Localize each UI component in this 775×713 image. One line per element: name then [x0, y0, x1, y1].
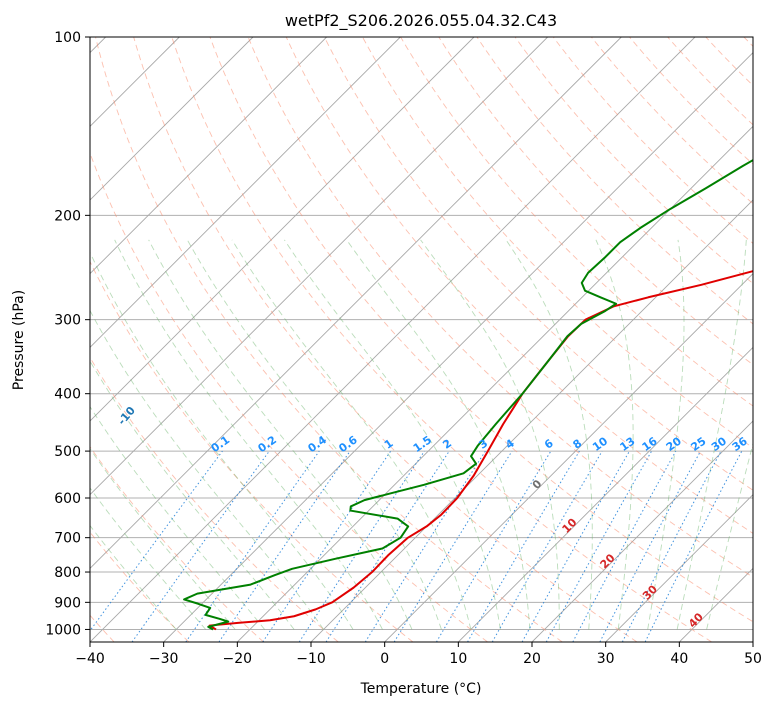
moist-adiabat	[7, 240, 264, 630]
moist-adiabat	[115, 240, 383, 630]
y-tick-label: 200	[54, 208, 81, 224]
isotherm-gridline	[0, 37, 474, 642]
x-tick-label: 20	[523, 651, 541, 667]
isotherm-gridline	[753, 37, 775, 642]
y-axis-label: Pressure (hPa)	[11, 290, 27, 390]
mixing-ratio-line	[326, 451, 449, 642]
dry-adiabat	[172, 37, 712, 642]
x-tick-label: −40	[75, 651, 105, 667]
dry-adiabat	[96, 37, 563, 642]
mixing-ratio-label: 6	[542, 437, 556, 452]
moist-adiabat-label: 20	[598, 551, 618, 571]
mixing-ratio-line	[219, 451, 350, 642]
isotherm-gridline	[164, 37, 769, 642]
dry-adiabat	[0, 37, 189, 642]
dry-adiabat	[0, 37, 264, 642]
y-tick-label: 1000	[45, 622, 81, 638]
moist-adiabat	[677, 240, 746, 630]
y-tick-label: 800	[54, 565, 81, 581]
moist-adiabat	[0, 240, 235, 630]
mixing-ratio-label: 2	[440, 437, 454, 452]
y-tick-label: 400	[54, 387, 81, 403]
mixing-ratio-label: 0.4	[306, 433, 330, 455]
mixing-ratio-line	[365, 451, 485, 642]
mixing-ratio-label: 0.6	[336, 433, 360, 455]
y-tick-label: 300	[54, 313, 81, 329]
mixing-ratio-label: 0.1	[209, 433, 232, 455]
dry-adiabat	[515, 37, 775, 642]
moist-adiabat-label: 10	[560, 516, 580, 536]
isotherm-gridline	[385, 37, 775, 642]
x-tick-label: −10	[296, 651, 326, 667]
y-tick-label: 900	[54, 595, 81, 611]
mixing-ratio-line	[600, 451, 701, 642]
isotherm-gridline	[458, 37, 775, 642]
x-tick-label: 10	[449, 651, 467, 667]
x-tick-label: −30	[149, 651, 179, 667]
isotherm-gridline	[16, 37, 621, 642]
mixing-ratio-line	[82, 451, 223, 642]
moist-adiabat	[284, 240, 500, 630]
x-tick-label: 30	[597, 651, 615, 667]
y-tick-label: 100	[54, 30, 81, 46]
x-tick-label: 0	[380, 651, 389, 667]
dry-adiabat	[706, 37, 775, 642]
dry-adiabat	[134, 37, 637, 642]
moist-adiabat	[0, 240, 206, 630]
dry-adiabat	[19, 37, 413, 642]
isotherm-gridline	[0, 37, 253, 642]
mixing-ratio-line	[573, 451, 676, 642]
dry-adiabat	[553, 37, 775, 642]
moist-adiabat-label: 30	[640, 582, 660, 602]
isotherm-gridline	[237, 37, 775, 642]
moist-adiabat	[421, 240, 560, 630]
mixing-ratio-label: 4	[503, 436, 517, 451]
dry-adiabat	[591, 37, 775, 642]
y-tick-label: 600	[54, 491, 81, 507]
moist-adiabat	[84, 240, 353, 630]
y-tick-label: 700	[54, 531, 81, 547]
mixing-ratio-line	[468, 451, 580, 642]
isotherm-gridline	[311, 37, 775, 642]
isotherm-gridline	[532, 37, 775, 642]
y-tick-label: 500	[54, 444, 81, 460]
isotherm-gridline	[679, 37, 775, 642]
temperature-profile-line	[210, 37, 775, 629]
x-tick-label: −20	[223, 651, 253, 667]
x-axis-label: Temperature (°C)	[360, 681, 482, 697]
mixing-ratio-label: 1.5	[411, 433, 434, 455]
grid-layer	[0, 37, 775, 642]
dry-adiabat	[57, 37, 487, 642]
isotherm-gridline	[0, 37, 548, 642]
dry-adiabat	[744, 37, 775, 642]
x-tick-label: 50	[744, 651, 762, 667]
mixing-ratio-line	[546, 451, 651, 642]
mixing-ratio-line	[522, 451, 629, 642]
moist-adiabat-label: 40	[686, 610, 706, 630]
x-tick-label: 40	[670, 651, 688, 667]
plot-frame	[90, 37, 753, 642]
dry-adiabat	[439, 37, 775, 642]
isotherm-gridline	[0, 37, 327, 642]
isotherm-gridline	[0, 37, 400, 642]
chart-title: wetPf2_S206.2026.055.04.32.C43	[285, 11, 557, 31]
